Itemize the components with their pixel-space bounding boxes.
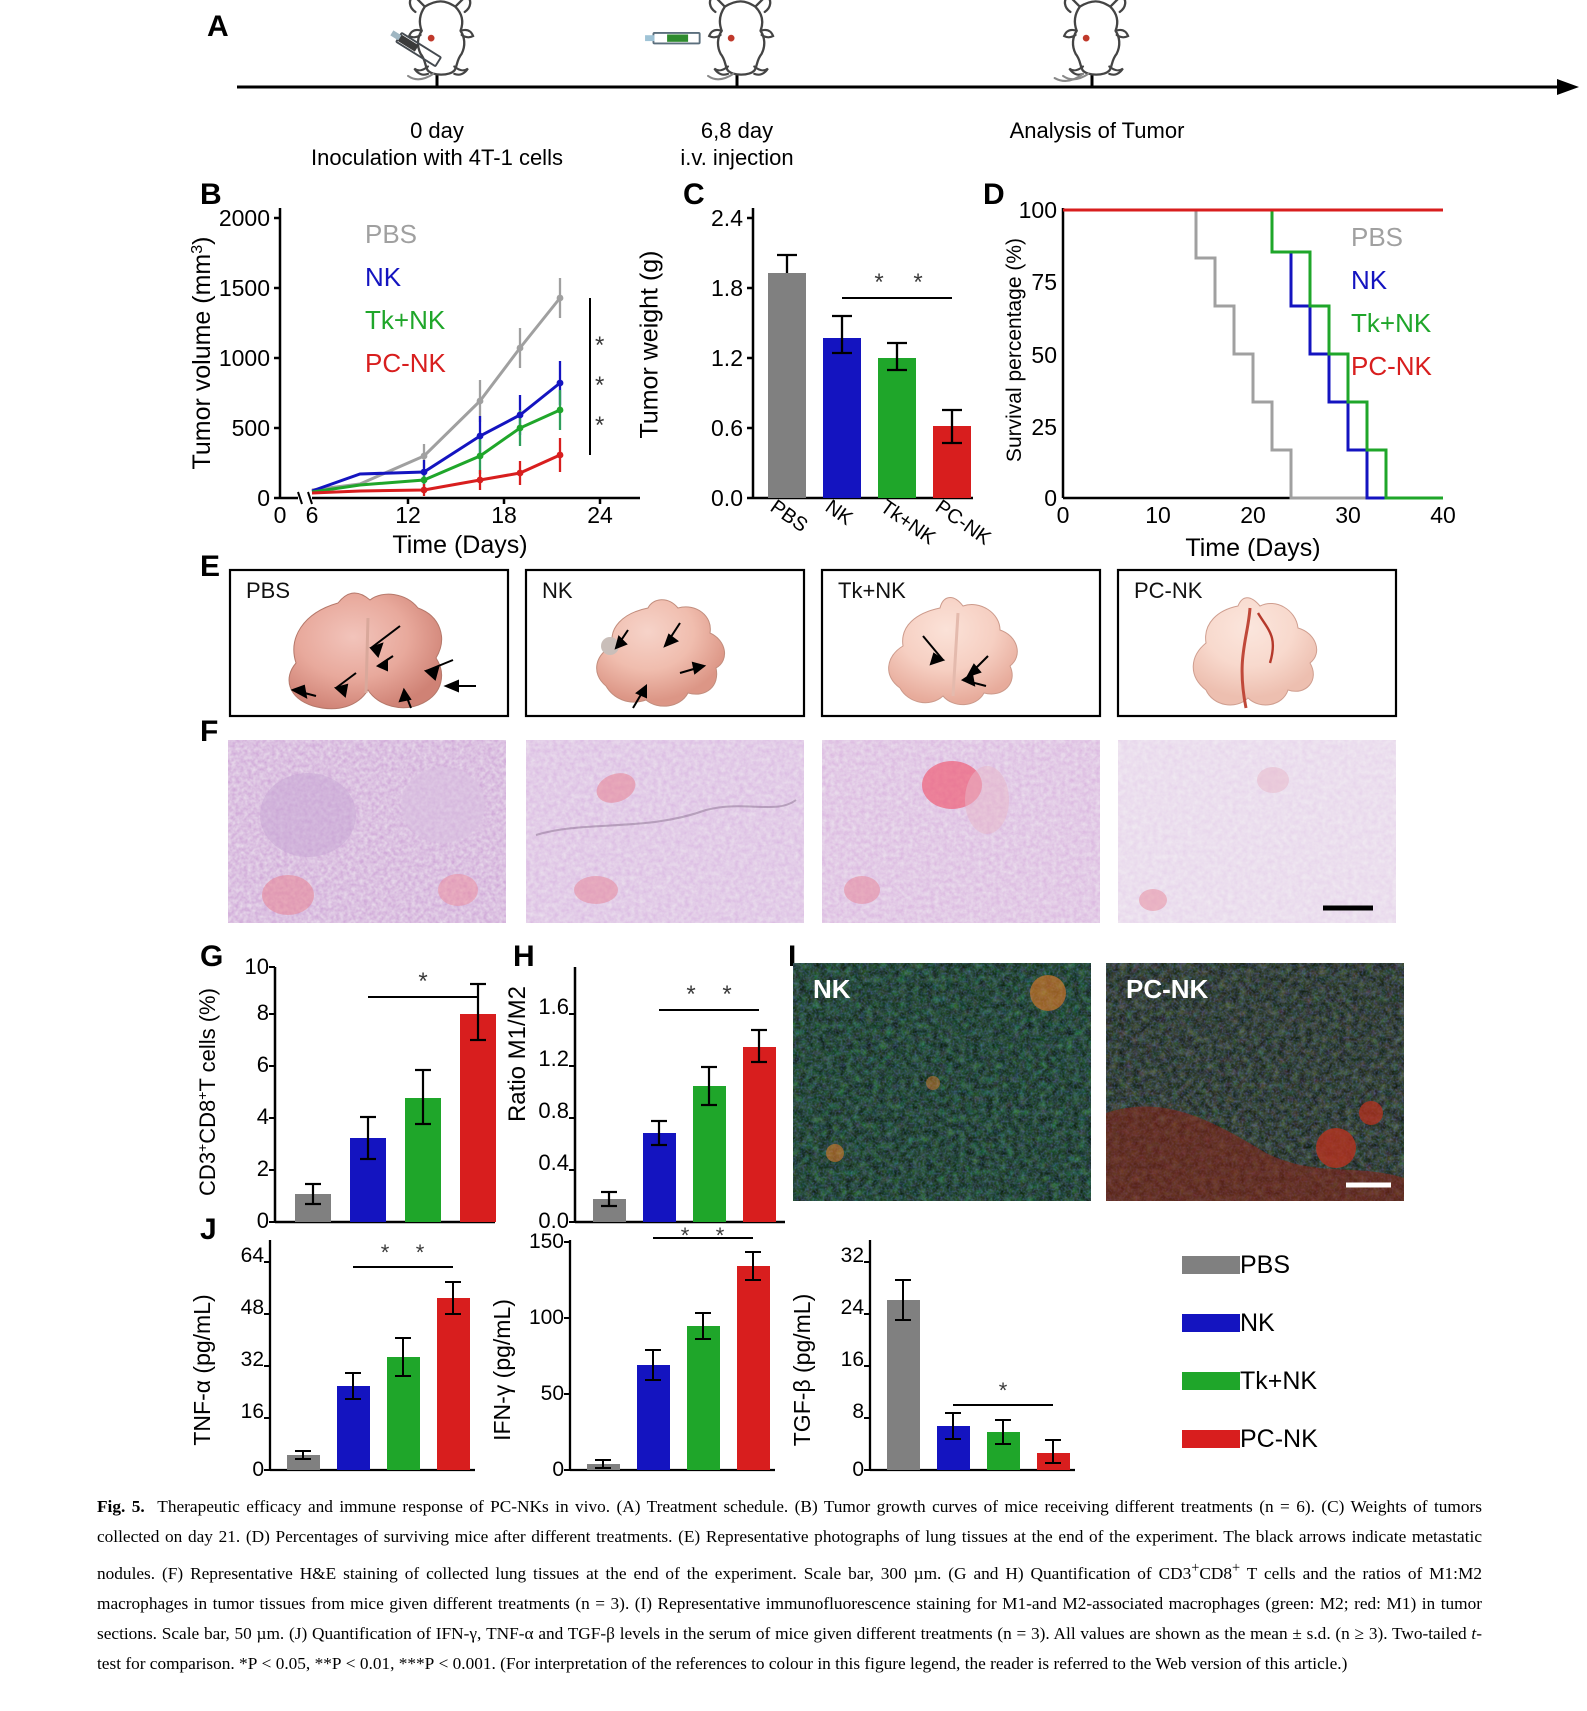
svg-text:0: 0 bbox=[1044, 485, 1057, 511]
svg-text:*: * bbox=[999, 1378, 1008, 1403]
svg-text:Tk+NK: Tk+NK bbox=[876, 496, 940, 550]
svg-text:64: 64 bbox=[241, 1244, 265, 1267]
svg-text:Tk+NK: Tk+NK bbox=[838, 578, 906, 603]
svg-text:TNF-α (pg/mL): TNF-α (pg/mL) bbox=[189, 1294, 215, 1445]
svg-text:*: * bbox=[595, 412, 604, 439]
svg-text:0: 0 bbox=[1057, 502, 1070, 528]
svg-text:32: 32 bbox=[241, 1348, 264, 1371]
svg-text:PBS: PBS bbox=[246, 578, 290, 603]
svg-text:*: * bbox=[416, 1240, 425, 1265]
svg-text:18: 18 bbox=[491, 502, 517, 528]
svg-text:*: * bbox=[681, 1223, 690, 1248]
svg-text:0: 0 bbox=[274, 502, 287, 528]
svg-text:25: 25 bbox=[1031, 414, 1057, 440]
svg-text:24: 24 bbox=[841, 1296, 865, 1319]
svg-text:50: 50 bbox=[541, 1382, 564, 1405]
svg-text:*: * bbox=[595, 372, 604, 399]
svg-text:30: 30 bbox=[1335, 502, 1361, 528]
svg-text:Time (Days): Time (Days) bbox=[392, 531, 527, 559]
svg-text:50: 50 bbox=[1031, 342, 1057, 368]
svg-text:0: 0 bbox=[552, 1458, 564, 1481]
svg-text:*: * bbox=[722, 981, 731, 1008]
svg-text:500: 500 bbox=[232, 415, 270, 441]
svg-text:PC-NK: PC-NK bbox=[1126, 974, 1209, 1004]
svg-text:0: 0 bbox=[252, 1458, 264, 1481]
svg-text:1.8: 1.8 bbox=[711, 275, 743, 301]
svg-text:*: * bbox=[381, 1240, 390, 1265]
svg-text:PC-NK: PC-NK bbox=[931, 496, 995, 550]
svg-text:2.4: 2.4 bbox=[711, 205, 743, 231]
svg-text:*: * bbox=[595, 332, 604, 359]
svg-text:NK: NK bbox=[813, 974, 851, 1004]
svg-text:16: 16 bbox=[841, 1348, 864, 1371]
svg-text:10: 10 bbox=[245, 954, 269, 979]
svg-text:0.0: 0.0 bbox=[711, 485, 743, 511]
svg-text:0: 0 bbox=[257, 485, 270, 511]
svg-text:PBS: PBS bbox=[365, 219, 417, 249]
svg-text:PC-NK: PC-NK bbox=[1351, 351, 1433, 381]
svg-text:NK: NK bbox=[542, 578, 573, 603]
svg-text:PC-NK: PC-NK bbox=[365, 348, 447, 378]
svg-text:*: * bbox=[874, 269, 883, 296]
svg-text:48: 48 bbox=[241, 1296, 264, 1319]
svg-text:0.8: 0.8 bbox=[538, 1098, 569, 1123]
svg-text:1.6: 1.6 bbox=[538, 994, 569, 1019]
svg-text:0.4: 0.4 bbox=[538, 1150, 569, 1175]
svg-text:Tk+NK: Tk+NK bbox=[365, 305, 446, 335]
svg-text:NK: NK bbox=[821, 496, 857, 530]
svg-text:*: * bbox=[418, 968, 427, 995]
svg-text:*: * bbox=[716, 1223, 725, 1248]
svg-text:PBS: PBS bbox=[766, 496, 811, 537]
svg-text:12: 12 bbox=[395, 502, 421, 528]
svg-text:PBS: PBS bbox=[1351, 222, 1403, 252]
svg-text:Tk+NK: Tk+NK bbox=[1351, 308, 1432, 338]
svg-text:0: 0 bbox=[257, 1208, 269, 1233]
svg-text:32: 32 bbox=[841, 1244, 864, 1267]
svg-text:1.2: 1.2 bbox=[538, 1046, 569, 1071]
svg-text:8: 8 bbox=[257, 1000, 269, 1025]
svg-text:CD3+CD8+T cells (%): CD3+CD8+T cells (%) bbox=[194, 988, 220, 1196]
svg-text:TGF-β (pg/mL): TGF-β (pg/mL) bbox=[789, 1294, 815, 1447]
svg-text:40: 40 bbox=[1430, 502, 1456, 528]
svg-text:IFN-γ (pg/mL): IFN-γ (pg/mL) bbox=[489, 1299, 515, 1441]
svg-text:NK: NK bbox=[1351, 265, 1388, 295]
svg-text:16: 16 bbox=[241, 1400, 264, 1423]
svg-text:150: 150 bbox=[529, 1230, 564, 1253]
svg-text:*: * bbox=[913, 269, 922, 296]
svg-text:Tumor volume (mm3): Tumor volume (mm3) bbox=[188, 237, 216, 470]
svg-text:100: 100 bbox=[529, 1306, 564, 1329]
svg-text:75: 75 bbox=[1031, 269, 1057, 295]
svg-text:1.2: 1.2 bbox=[711, 345, 743, 371]
svg-text:24: 24 bbox=[587, 502, 613, 528]
svg-text:8: 8 bbox=[852, 1400, 864, 1423]
svg-text:*: * bbox=[686, 981, 695, 1008]
svg-text:20: 20 bbox=[1240, 502, 1266, 528]
svg-text:100: 100 bbox=[1019, 197, 1057, 223]
svg-text:0.6: 0.6 bbox=[711, 415, 743, 441]
svg-text:PC-NK: PC-NK bbox=[1134, 578, 1203, 603]
svg-text:1500: 1500 bbox=[219, 275, 270, 301]
svg-text:4: 4 bbox=[257, 1104, 269, 1129]
svg-text:10: 10 bbox=[1145, 502, 1171, 528]
svg-text:2: 2 bbox=[257, 1156, 269, 1181]
svg-text:6: 6 bbox=[306, 502, 319, 528]
svg-text:NK: NK bbox=[365, 262, 402, 292]
svg-text:2000: 2000 bbox=[219, 205, 270, 231]
svg-text:6: 6 bbox=[257, 1052, 269, 1077]
svg-text:Time (Days): Time (Days) bbox=[1185, 534, 1320, 562]
svg-text:1000: 1000 bbox=[219, 345, 270, 371]
svg-text:0: 0 bbox=[852, 1458, 864, 1481]
